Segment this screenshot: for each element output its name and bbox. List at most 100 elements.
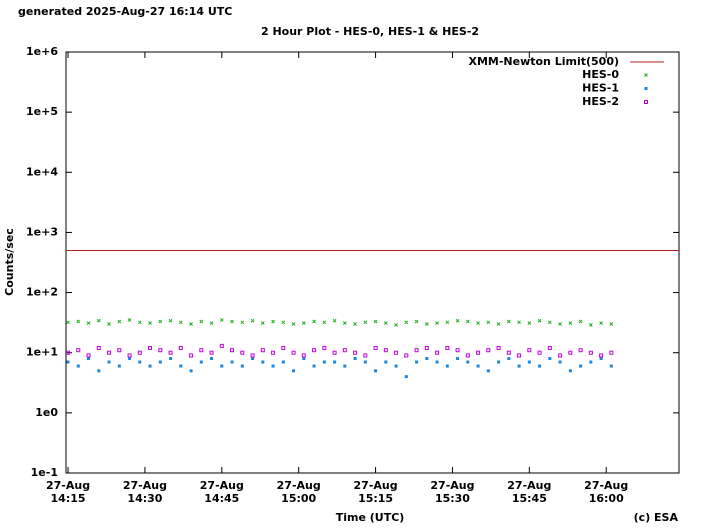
legend-label: HES-1 [582,82,619,95]
point [404,375,408,379]
point [261,360,265,364]
legend-label: XMM-Newton Limit(500) [468,55,619,68]
point [394,323,398,327]
x-tick-label: 27-Aug 14:45 [200,479,244,505]
header: generated 2025-Aug-27 16:14 UTC [18,5,232,18]
point [179,364,183,368]
point [312,319,316,324]
y-tick-label: 1e+4 [26,165,58,178]
point [609,350,614,355]
point [537,350,542,355]
point [527,360,531,364]
plot-frame [65,51,680,474]
point [312,364,316,368]
point [107,360,111,364]
point [322,320,327,325]
point [496,345,501,350]
y-tick-label: 1e+3 [26,225,58,238]
point [415,360,419,364]
point [578,348,583,353]
x-tick-label: 27-Aug 15:30 [430,479,474,505]
point [465,319,470,324]
point [363,360,367,364]
point [455,348,460,353]
point [219,343,224,348]
point [240,364,244,368]
point [496,322,501,326]
point [281,345,286,350]
point [568,350,573,355]
point [537,318,542,323]
point [353,350,358,355]
point [322,345,327,350]
point [547,345,552,350]
point [466,360,470,364]
x-tick-label: 27-Aug 15:45 [507,479,551,505]
point [394,364,398,368]
point [137,350,142,355]
point [332,318,337,323]
point [538,364,542,368]
point [96,345,101,350]
point [199,348,204,353]
point [312,348,317,353]
point [219,318,224,322]
point [138,360,142,364]
y-tick-label: 1e+6 [26,45,58,58]
point [425,357,429,361]
point [178,320,183,325]
point [383,321,388,326]
chart-title: 2 Hour Plot - HES-0, HES-1 & HES-2 [261,25,479,38]
point [271,364,275,368]
point [497,360,501,364]
point [445,320,450,325]
point [568,321,573,326]
point [424,322,429,326]
point [251,357,255,361]
point [189,353,194,358]
point [250,353,255,358]
point [271,319,275,324]
y-tick-label: 1e0 [35,406,58,419]
point [445,345,450,350]
point [435,350,440,355]
point [117,319,122,324]
point [250,318,255,323]
annotation: (c) ESA [634,511,679,524]
point [96,318,101,323]
point [353,322,357,326]
point [353,357,357,361]
point [291,350,296,355]
point [168,318,173,323]
point [465,353,470,358]
point [178,345,183,350]
point [169,357,173,361]
point [87,357,91,361]
point [127,318,132,322]
point [292,369,296,373]
point [455,318,460,323]
point [76,348,81,353]
point [97,369,101,373]
point [66,320,70,325]
legend-label: HES-0 [582,68,619,81]
point [373,345,378,350]
point [363,320,368,325]
point [568,369,572,373]
point [137,320,142,325]
point [148,364,152,368]
point [507,357,511,361]
point [107,350,112,355]
point [168,350,173,355]
y-tick-label: 1e-1 [31,466,58,479]
point [394,350,399,355]
point [117,348,122,353]
point [199,360,203,364]
point [281,320,286,325]
point [506,319,511,324]
y-tick-label: 1e+5 [26,105,58,118]
point [220,364,224,368]
point [579,364,583,368]
point [230,319,234,324]
point [260,321,265,326]
